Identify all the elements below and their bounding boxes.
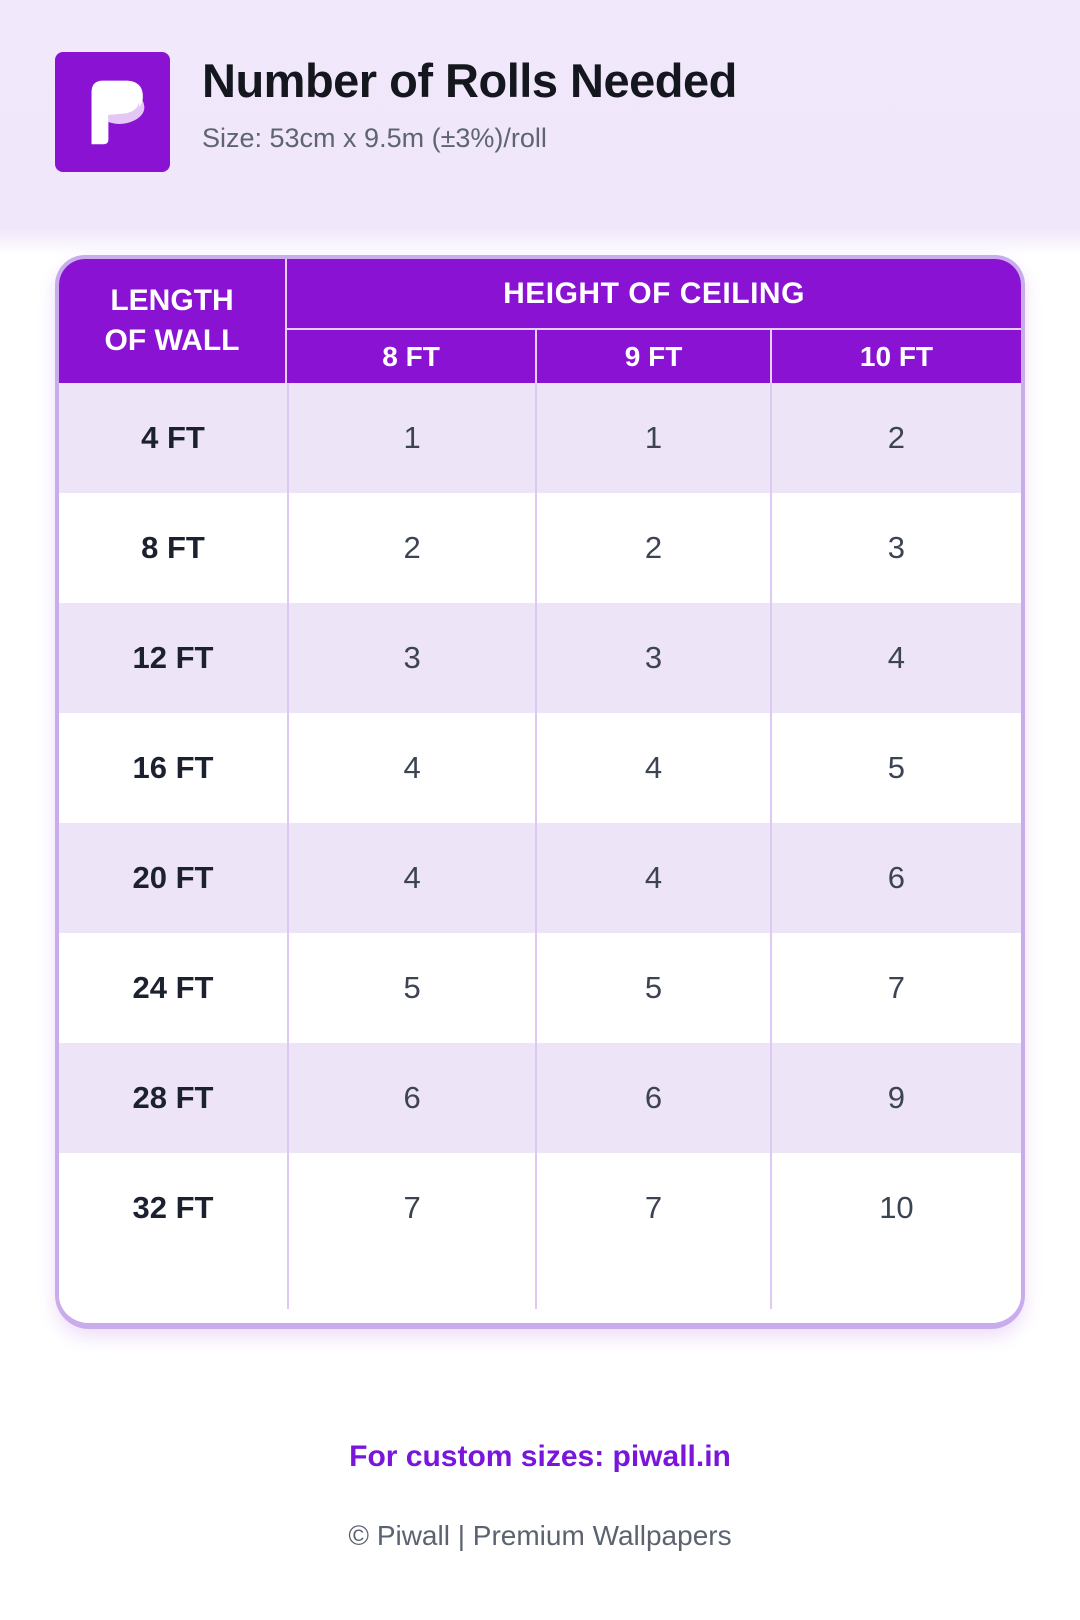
table-cell: 4 — [535, 713, 770, 823]
table-cell: 2 — [769, 383, 1021, 493]
table-cell: 7 — [535, 1153, 770, 1263]
row-label: 28 FT — [132, 1080, 214, 1115]
table-cell: 1 — [535, 383, 770, 493]
card-bottom-padding — [59, 1309, 1021, 1323]
table-row-32ft: 32 FT 7 7 10 — [59, 1153, 1021, 1263]
table-cell: 7 — [769, 933, 1021, 1043]
custom-sizes-text: For custom sizes: piwall.in — [349, 1440, 731, 1473]
table-cell: 9 — [769, 1043, 1021, 1153]
table-cell: 5 — [286, 933, 535, 1043]
table-cell: 6 — [769, 823, 1021, 933]
ceiling-header-group: HEIGHT OF CEILING 8 FT 9 FT 10 FT — [286, 259, 1021, 383]
table-row-4ft: 4 FT 1 1 2 — [59, 383, 1021, 493]
table-cell: 2 — [286, 493, 535, 603]
column-header-10ft: 10 FT — [769, 330, 1021, 383]
table-cell: 2 — [535, 493, 770, 603]
table-cell: 1 — [286, 383, 535, 493]
header-background-band — [0, 0, 1080, 255]
table-row-24ft: 24 FT 5 5 7 — [59, 933, 1021, 1043]
row-label: 32 FT — [132, 1190, 214, 1225]
column-headers-row: 8 FT 9 FT 10 FT — [287, 330, 1021, 383]
column-header-9ft: 9 FT — [535, 330, 770, 383]
table-cell: 6 — [286, 1043, 535, 1153]
table-cell: 5 — [535, 933, 770, 1043]
corner-header-length-of-wall: LENGTH OF WALL — [59, 259, 287, 383]
table-cell: 7 — [286, 1153, 535, 1263]
copyright-text: © Piwall | Premium Wallpapers — [348, 1520, 732, 1551]
row-label: 8 FT — [141, 530, 205, 565]
table-row-12ft: 12 FT 3 3 4 — [59, 603, 1021, 713]
table-cell: 3 — [769, 493, 1021, 603]
title-block: Number of Rolls Needed Size: 53cm x 9.5m… — [202, 52, 737, 154]
table-cell: 3 — [535, 603, 770, 713]
piwall-logo — [55, 52, 170, 172]
page-subtitle: Size: 53cm x 9.5m (±3%)/roll — [202, 123, 547, 154]
rolls-table-card: LENGTH OF WALL HEIGHT OF CEILING 8 FT 9 … — [55, 255, 1025, 1329]
table-row-8ft: 8 FT 2 2 3 — [59, 493, 1021, 603]
table-row-28ft: 28 FT 6 6 9 — [59, 1043, 1021, 1153]
row-label: 16 FT — [132, 750, 214, 785]
table-cell: 4 — [769, 603, 1021, 713]
row-label: 20 FT — [132, 860, 214, 895]
table-cell: 6 — [535, 1043, 770, 1153]
table-row-20ft: 20 FT 4 4 6 — [59, 823, 1021, 933]
table-header: LENGTH OF WALL HEIGHT OF CEILING 8 FT 9 … — [59, 259, 1021, 383]
row-label: 24 FT — [132, 970, 214, 1005]
table-row-16ft: 16 FT 4 4 5 — [59, 713, 1021, 823]
row-label: 12 FT — [132, 640, 214, 675]
row-label: 4 FT — [141, 420, 205, 455]
table-body: 4 FT 1 1 2 8 FT 2 2 3 12 FT 3 3 4 16 FT … — [59, 383, 1021, 1323]
table-cell: 3 — [286, 603, 535, 713]
table-cell: 4 — [286, 823, 535, 933]
table-cell: 10 — [769, 1153, 1021, 1263]
group-header-height-of-ceiling: HEIGHT OF CEILING — [286, 259, 1021, 330]
table-cell: 4 — [535, 823, 770, 933]
page-title: Number of Rolls Needed — [202, 54, 737, 107]
page-header: Number of Rolls Needed Size: 53cm x 9.5m… — [55, 52, 737, 172]
column-header-8ft: 8 FT — [382, 340, 440, 372]
table-spacer-row — [59, 1263, 1021, 1309]
piwall-p-icon — [91, 80, 144, 145]
table-cell: 4 — [286, 713, 535, 823]
table-cell: 5 — [769, 713, 1021, 823]
